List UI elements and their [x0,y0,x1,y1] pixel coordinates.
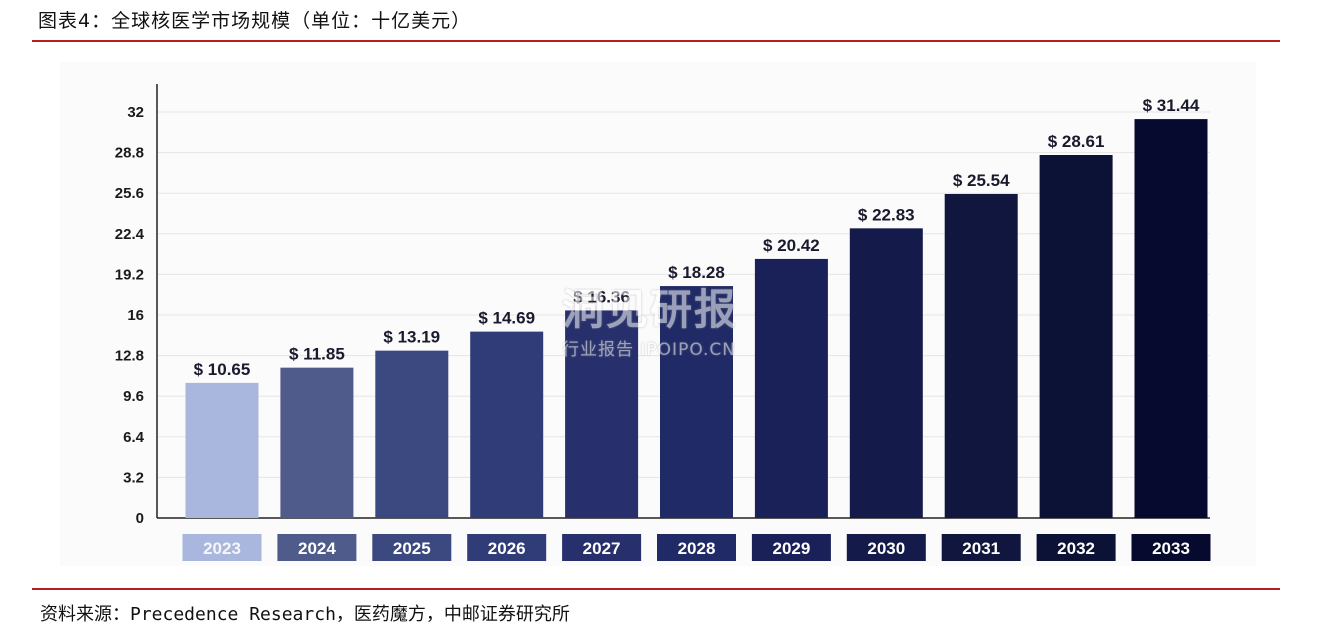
chart-panel: 0 3.2 6.4 9.6 12.8 16 19.2 22.4 25.6 28.8 32 $ 10.6… [60,62,1256,566]
category-label-2032: 2032 [1057,539,1095,558]
y-tick-label: 25.6 [115,185,144,202]
category-label-2027: 2027 [583,539,621,558]
category-box-2029 [751,534,831,561]
y-tick-label: 12.8 [115,348,144,365]
bar-chart: 0 3.2 6.4 9.6 12.8 16 19.2 22.4 25.6 28.8 32 $ 10.6… [115,84,1211,561]
top-rule [32,40,1280,42]
value-label-2032: $ 28.61 [1048,132,1105,151]
bar-2025 [375,350,449,518]
category-label-2033: 2033 [1152,539,1190,558]
y-tick-label: 3.2 [123,469,144,486]
category-box-2023 [182,534,262,561]
y-tick-label: 6.4 [123,429,145,446]
value-label-2030: $ 22.83 [858,205,915,224]
category-label-2030: 2030 [867,539,905,558]
value-label-2023: $ 10.65 [194,360,251,379]
category-box-2030 [846,534,926,561]
category-label-2025: 2025 [393,539,431,558]
bar-2027 [565,310,639,518]
value-label-2026: $ 14.69 [478,309,535,328]
bottom-rule [32,588,1280,590]
bar-2029 [754,258,828,518]
category-box-2026 [467,534,547,561]
category-label-2031: 2031 [962,539,1000,558]
value-label-2033: $ 31.44 [1143,96,1200,115]
category-box-2025 [372,534,452,561]
category-box-2033 [1131,534,1211,561]
category-box-2028 [657,534,736,561]
bar-2033 [1134,119,1208,519]
category-label-2026: 2026 [488,539,526,558]
bar-2023 [185,382,259,518]
value-label-2025: $ 13.19 [383,328,440,347]
value-label-2024: $ 11.85 [289,345,345,364]
category-box-2031 [941,534,1021,561]
y-tick-label: 16 [127,307,144,324]
y-tick-label: 28.8 [115,145,144,162]
category-box-2032 [1036,534,1116,561]
value-label-2031: $ 25.54 [953,171,1010,190]
category-label-2028: 2028 [678,539,716,558]
value-label-2027: $ 16.36 [573,287,630,306]
category-label-2023: 2023 [203,539,241,558]
category-box-2027 [562,534,642,561]
bar-2031 [944,193,1018,518]
bar-2030 [849,228,923,519]
value-label-2028: $ 18.28 [668,263,725,282]
y-tick-label: 19.2 [115,266,144,283]
value-label-2029: $ 20.42 [763,236,820,255]
bar-2028 [660,286,733,518]
bar-2024 [280,367,354,518]
category-label-2029: 2029 [772,539,810,558]
y-tick-label: 32 [127,104,144,121]
figure-title: 图表4：全球核医学市场规模（单位：十亿美元） [38,10,472,32]
y-tick-label: 9.6 [123,388,144,405]
bar-2032 [1039,155,1113,518]
category-box-2024 [277,534,357,561]
bar-2026 [470,331,544,518]
source-note: 资料来源：Precedence Research，医药魔方，中邮证券研究所 [40,604,570,625]
y-tick-label: 22.4 [115,226,145,243]
category-label-2024: 2024 [298,539,336,558]
y-tick-label: 0 [136,510,144,527]
